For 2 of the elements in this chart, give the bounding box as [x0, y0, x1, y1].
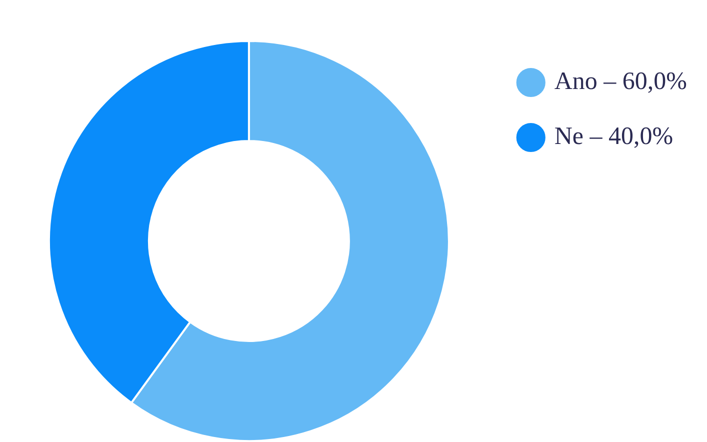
legend-label: Ne – 40,0% [554, 123, 674, 150]
legend-label: Ano – 60,0% [554, 68, 688, 96]
